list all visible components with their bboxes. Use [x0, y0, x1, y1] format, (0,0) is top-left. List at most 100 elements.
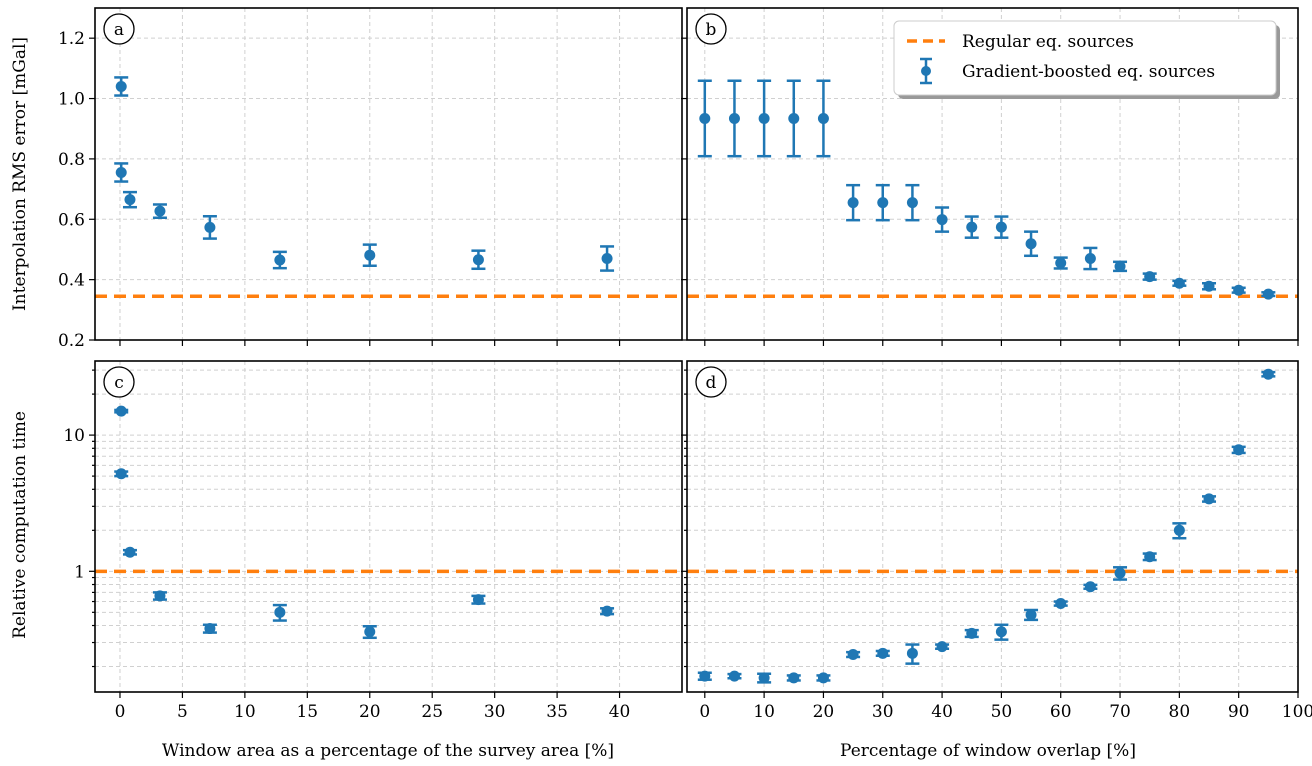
xlabel-right: Percentage of window overlap [%]	[840, 741, 1136, 761]
axes-frame	[686, 360, 1299, 693]
data-point	[877, 197, 889, 209]
data-point	[877, 647, 889, 659]
data-point	[995, 626, 1007, 638]
data-point	[847, 649, 859, 661]
data-point	[936, 214, 948, 226]
legend: Regular eq. sources Gradient-boosted eq.…	[893, 20, 1280, 99]
data-point	[124, 194, 136, 206]
data-point	[1233, 444, 1245, 456]
x-tick-label: 20	[813, 702, 835, 722]
data-point	[728, 670, 740, 682]
data-point	[699, 670, 711, 682]
data-point	[1233, 284, 1245, 296]
x-tick-label: 0	[699, 702, 710, 722]
data-point	[847, 197, 859, 209]
panel-b: b	[681, 7, 1299, 346]
data-point	[995, 221, 1007, 233]
x-tick-label: 35	[546, 702, 568, 722]
y-tick-label: 0.8	[58, 150, 85, 170]
data-point	[154, 205, 166, 217]
data-point	[115, 468, 127, 480]
y-tick-label: 1.2	[58, 29, 85, 49]
panel-label-c: c	[103, 366, 135, 398]
data-point	[1084, 581, 1096, 593]
data-point	[1173, 524, 1185, 536]
x-tick-label: 30	[484, 702, 506, 722]
data-point	[1114, 260, 1126, 272]
data-point	[966, 221, 978, 233]
x-tick-label: 15	[296, 702, 318, 722]
data-point	[204, 623, 216, 635]
x-tick-label: 80	[1169, 702, 1191, 722]
data-point	[1262, 368, 1274, 380]
data-point	[699, 112, 711, 124]
svg-text:b: b	[706, 20, 717, 40]
y-tick-label: 1.0	[58, 90, 85, 110]
data-point	[728, 112, 740, 124]
data-point	[472, 594, 484, 606]
y-tick-label: 10	[63, 426, 85, 446]
data-point	[1144, 271, 1156, 283]
panel-label-b: b	[695, 13, 727, 45]
data-point	[936, 641, 948, 653]
data-point	[966, 627, 978, 639]
data-point	[758, 112, 770, 124]
data-point	[1262, 288, 1274, 300]
data-point	[1144, 551, 1156, 563]
data-point	[601, 253, 613, 265]
y-tick-label: 1	[74, 562, 85, 582]
ylabel-bottom: Relative computation time	[10, 411, 30, 639]
data-point	[115, 80, 127, 92]
data-point	[906, 197, 918, 209]
data-point	[817, 672, 829, 684]
axes-frame	[94, 7, 683, 341]
data-point	[1114, 567, 1126, 579]
data-point	[758, 672, 770, 684]
data-point	[364, 626, 376, 638]
data-point	[472, 254, 484, 266]
y-tick-label: 0.2	[58, 331, 85, 351]
data-point	[906, 647, 918, 659]
x-tick-label: 20	[359, 702, 381, 722]
data-point	[788, 672, 800, 684]
data-point	[1055, 257, 1067, 269]
x-tick-label: 25	[421, 702, 443, 722]
data-point	[1055, 598, 1067, 610]
panel-a: 0.2 0.4 0.6 0.8 1.0 1.2 a	[58, 7, 683, 351]
data-point	[1025, 609, 1037, 621]
x-tick-label: 40	[609, 702, 631, 722]
data-point	[1173, 277, 1185, 289]
legend-errorbar-sample	[920, 57, 932, 85]
x-tick-label: 70	[1109, 702, 1131, 722]
data-point	[115, 166, 127, 178]
svg-text:a: a	[114, 20, 124, 40]
x-tick-label: 60	[1050, 702, 1072, 722]
data-point	[274, 254, 286, 266]
legend-entry-gradient-boosted: Gradient-boosted eq. sources	[962, 62, 1215, 82]
svg-text:c: c	[114, 373, 124, 393]
data-point	[601, 605, 613, 617]
data-point	[124, 546, 136, 558]
panel-d: 0 10 20 30 40 50 60 70 80 90 100 d	[681, 360, 1312, 722]
y-tick-label: 0.4	[58, 271, 85, 291]
panel-label-d: d	[695, 366, 727, 398]
data-point	[788, 112, 800, 124]
legend-entry-regular: Regular eq. sources	[962, 32, 1134, 52]
x-tick-label: 50	[991, 702, 1013, 722]
axes-frame	[686, 7, 1299, 341]
svg-text:d: d	[706, 373, 717, 393]
x-tick-label: 40	[931, 702, 953, 722]
x-tick-label: 0	[115, 702, 126, 722]
x-tick-label: 5	[177, 702, 188, 722]
data-point	[364, 249, 376, 261]
legend-box	[893, 20, 1277, 96]
data-point	[1084, 253, 1096, 265]
data-point	[817, 112, 829, 124]
data-point	[154, 590, 166, 602]
axes-frame	[94, 360, 683, 693]
data-point	[204, 221, 216, 233]
xlabel-left: Window area as a percentage of the surve…	[162, 741, 614, 761]
ylabel-top: Interpolation RMS error [mGal]	[10, 37, 30, 311]
x-tick-label: 10	[234, 702, 256, 722]
